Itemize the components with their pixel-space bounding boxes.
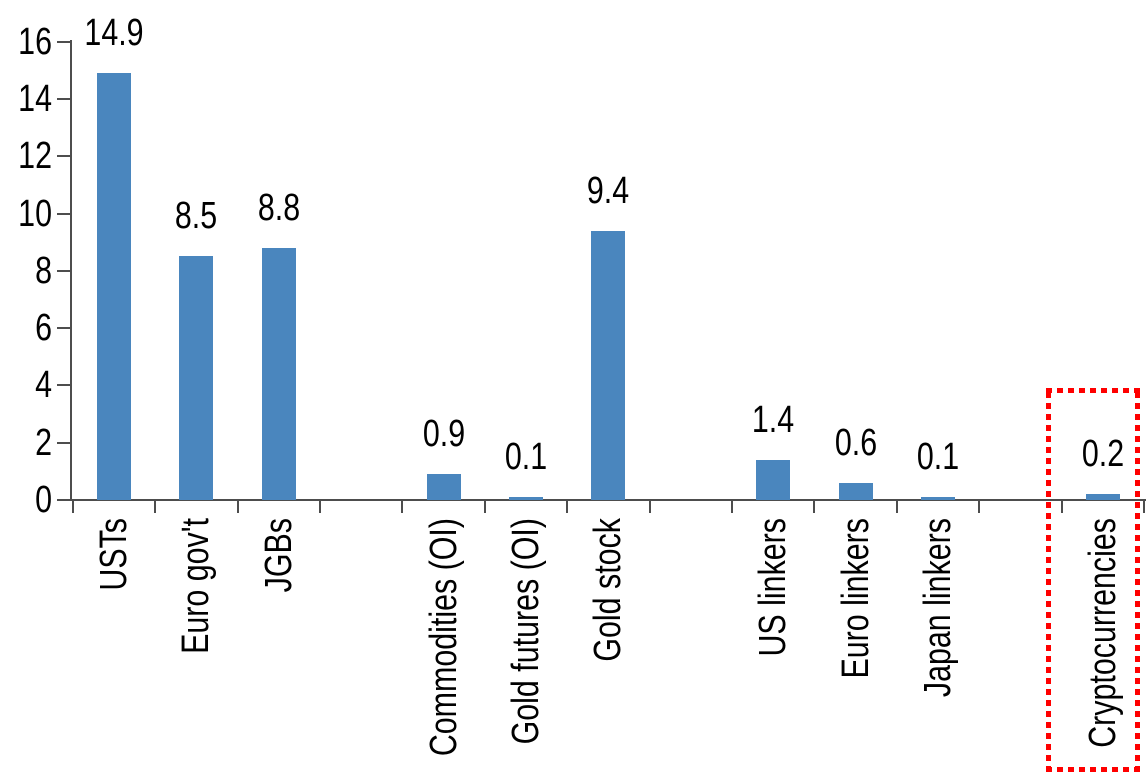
bar-value-label: 1.4	[752, 398, 795, 441]
y-tick-label: 0	[35, 479, 52, 521]
bar-value-label: 0.1	[916, 436, 960, 479]
bar-value-label: 0.9	[422, 413, 465, 456]
category-label: USTs	[93, 518, 135, 591]
y-tick-label: 8	[35, 249, 52, 292]
x-tick	[731, 500, 733, 513]
bar	[838, 482, 873, 500]
category-label: JGBs	[257, 518, 300, 593]
bar	[921, 497, 955, 500]
y-tick	[57, 97, 72, 100]
category-label: Gold stock	[587, 518, 630, 662]
x-tick	[1143, 500, 1145, 513]
x-tick	[483, 500, 486, 513]
x-tick	[319, 500, 321, 513]
y-tick	[57, 327, 72, 330]
bar-value-label: 0.6	[834, 421, 877, 464]
y-tick-label: 6	[35, 307, 52, 350]
y-tick	[57, 499, 72, 501]
x-tick	[648, 500, 651, 513]
bar-value-label: 8.8	[257, 186, 300, 229]
x-tick	[566, 500, 569, 513]
bar	[756, 459, 791, 500]
x-tick	[401, 500, 404, 513]
y-tick	[57, 384, 72, 387]
bar-value-label: 0.1	[504, 436, 548, 479]
x-tick	[895, 500, 898, 513]
bar-value-label: 8.5	[175, 195, 218, 238]
category-label: Euro gov't	[175, 518, 218, 654]
highlight-box	[1045, 388, 1140, 772]
y-tick	[57, 269, 72, 272]
category-label: Commodities (OI)	[422, 518, 465, 757]
bar-value-label: 9.4	[587, 169, 630, 212]
y-tick	[57, 40, 72, 43]
y-tick-label: 16	[18, 20, 53, 63]
y-tick-label: 12	[18, 135, 53, 178]
y-tick	[57, 212, 72, 215]
bar	[261, 247, 296, 500]
x-tick	[813, 500, 816, 513]
y-tick-label: 10	[18, 192, 53, 235]
bar	[97, 73, 131, 500]
bar	[426, 474, 461, 500]
y-tick-label: 2	[35, 421, 52, 464]
y-tick-label: 14	[18, 77, 53, 120]
x-tick	[154, 500, 157, 513]
x-axis-line	[70, 499, 1146, 501]
x-tick	[978, 500, 981, 513]
x-tick	[71, 500, 74, 513]
y-tick	[57, 155, 72, 158]
bar	[591, 230, 626, 500]
category-label: Japan linkers	[917, 518, 959, 698]
category-label: Euro linkers	[834, 518, 877, 679]
y-tick	[57, 441, 72, 444]
x-tick	[236, 500, 239, 513]
y-tick-label: 4	[35, 364, 52, 407]
bar-value-label: 14.9	[84, 12, 144, 55]
bar	[509, 497, 543, 500]
category-label: US linkers	[752, 518, 795, 657]
category-label: Gold futures (OI)	[505, 518, 547, 745]
bar	[179, 256, 214, 500]
